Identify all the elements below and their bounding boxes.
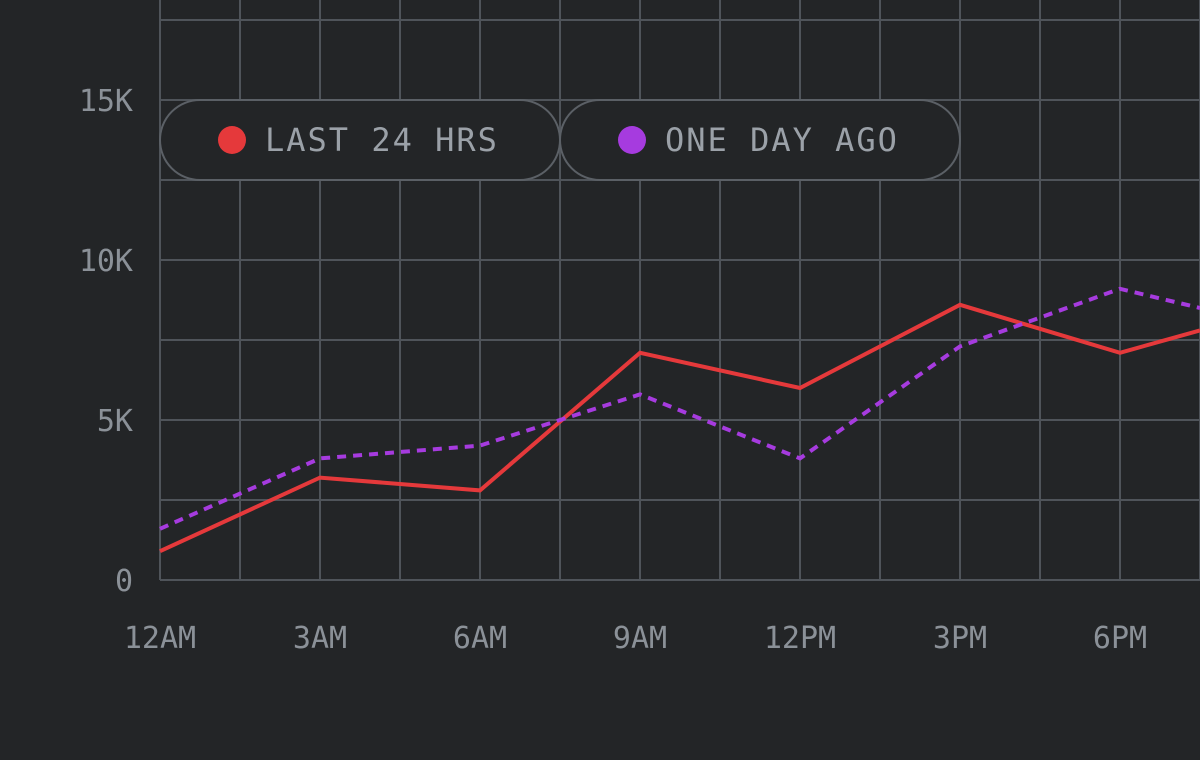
y-axis-tick-labels: 0 5K 10K 15K — [79, 84, 133, 599]
x-tick-label: 12AM — [124, 621, 196, 656]
legend-label: LAST 24 HRS — [265, 121, 499, 159]
legend-item: LAST 24 HRS — [159, 99, 561, 181]
x-tick-label: 6AM — [453, 621, 507, 656]
series-line-last-24-hrs — [159, 302, 1200, 554]
x-tick-label: 3AM — [293, 621, 347, 656]
legend-pill — [559, 99, 961, 181]
y-tick-label: 5K — [97, 404, 133, 439]
x-tick-label: 6PM — [1093, 621, 1147, 656]
x-tick-label: 3PM — [933, 621, 987, 656]
y-tick-label: 10K — [79, 244, 133, 279]
x-tick-label: 12PM — [764, 621, 836, 656]
legend-item: ONE DAY AGO — [559, 99, 961, 181]
x-tick-label: 9AM — [613, 621, 667, 656]
series-lines — [159, 286, 1200, 554]
legend-label: ONE DAY AGO — [665, 121, 899, 159]
grid — [159, 0, 1200, 581]
legend-dot-icon — [618, 126, 646, 154]
legend-dot-icon — [218, 126, 246, 154]
y-tick-label: 0 — [115, 564, 133, 599]
y-tick-label: 15K — [79, 84, 133, 119]
x-axis-tick-labels: 12AM 3AM 6AM 9AM 12PM 3PM 6PM — [124, 621, 1147, 656]
series-line-one-day-ago — [159, 286, 1200, 531]
legend: LAST 24 HRS ONE DAY AGO — [159, 99, 961, 181]
